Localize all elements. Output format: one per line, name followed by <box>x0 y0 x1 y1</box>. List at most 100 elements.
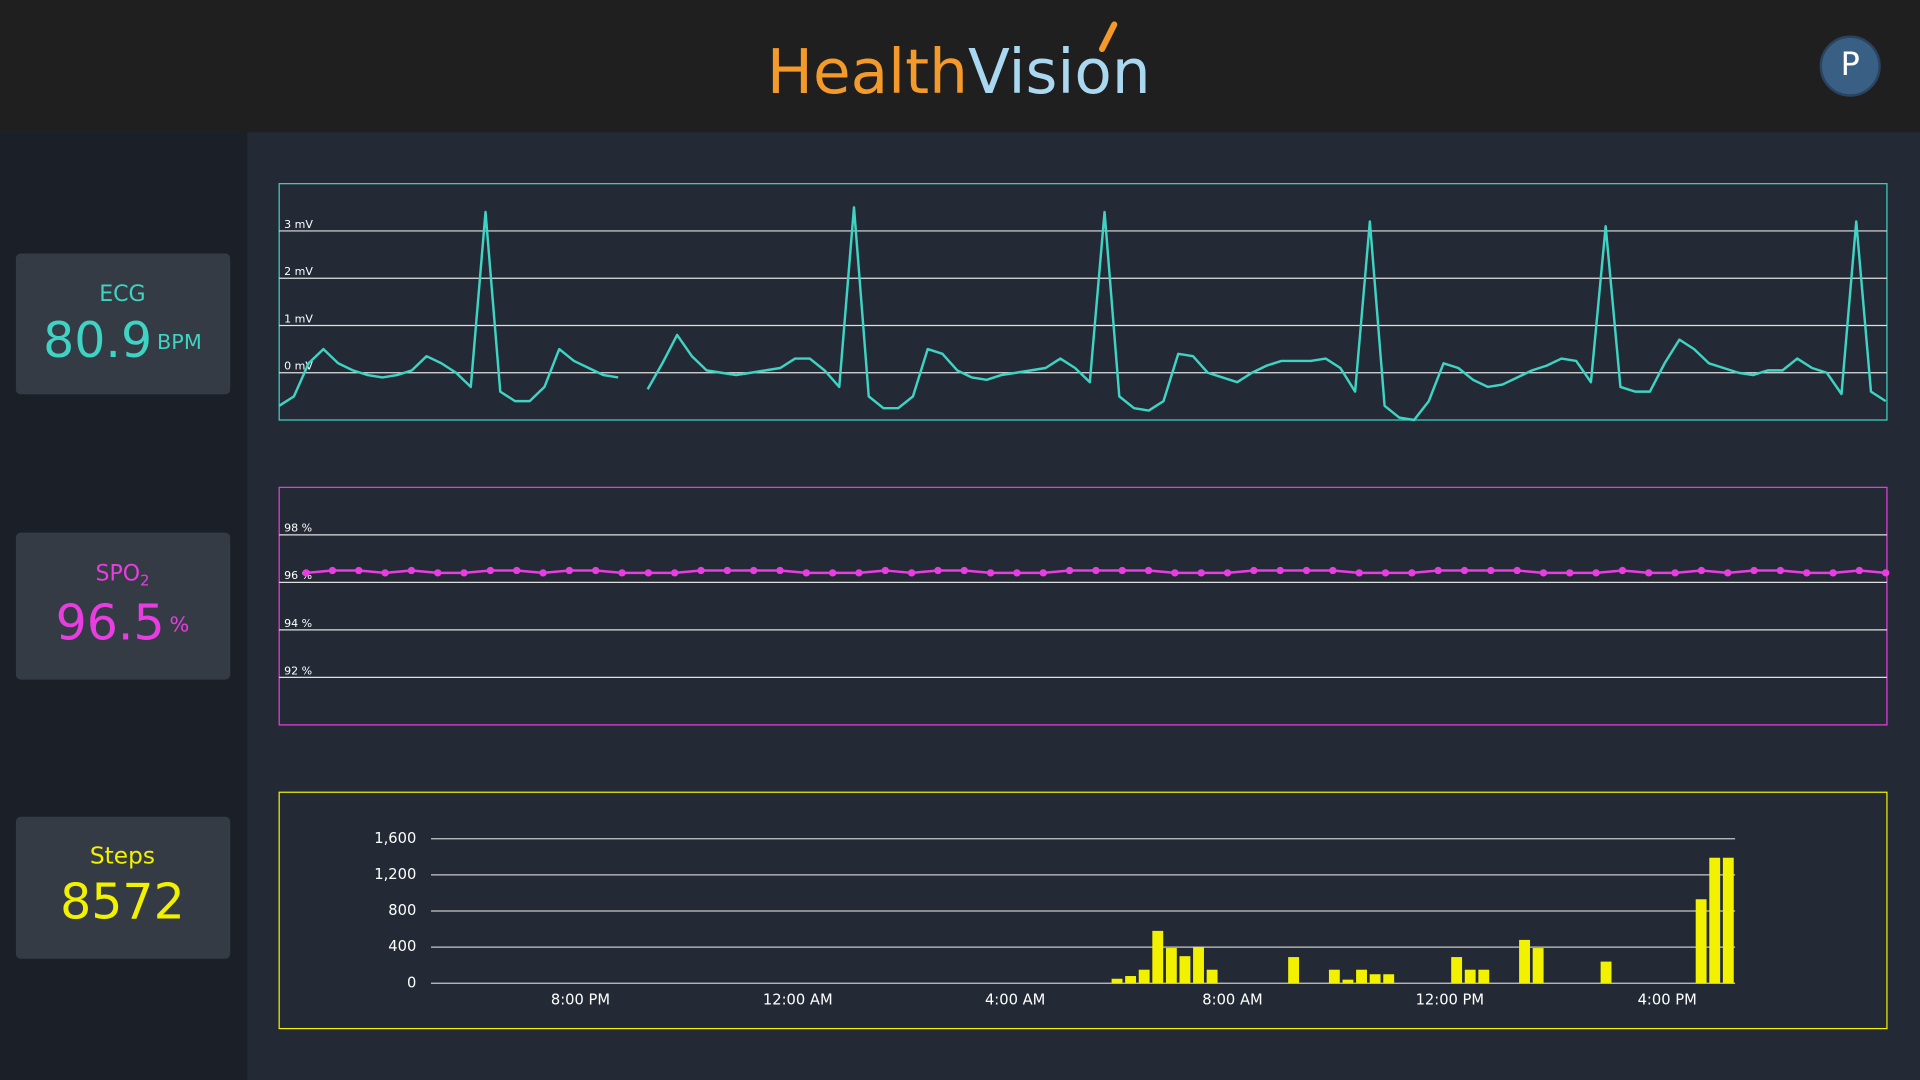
bar <box>1138 969 1150 984</box>
bar <box>1383 974 1395 984</box>
point <box>1724 569 1732 577</box>
point <box>1697 566 1706 575</box>
bar <box>1356 969 1367 984</box>
point <box>1250 566 1258 575</box>
point <box>1829 569 1837 577</box>
card-label: Steps <box>90 843 155 870</box>
header <box>0 0 1920 133</box>
point <box>1803 569 1811 577</box>
card-label: ECG <box>99 282 145 307</box>
point <box>776 566 784 575</box>
point <box>750 566 758 575</box>
bar <box>1342 979 1354 984</box>
card-unit: % <box>170 613 190 637</box>
point <box>513 566 521 575</box>
point <box>618 569 626 577</box>
point <box>565 566 574 575</box>
y-tick-label: 1 mV <box>284 312 313 325</box>
x-tick-label: 8:00 PM <box>551 991 610 1008</box>
ecg-card[interactable] <box>15 253 231 395</box>
x-tick-label: 4:00 PM <box>1638 991 1697 1008</box>
avatar-letter[interactable]: P <box>1841 45 1860 83</box>
point <box>723 566 732 575</box>
bar <box>1600 961 1612 984</box>
y-tick-label: 0 <box>407 974 416 991</box>
point <box>539 569 547 577</box>
chart-frame <box>278 791 1888 1030</box>
card-label: SPO2 <box>95 561 149 589</box>
point <box>1618 566 1627 575</box>
chart-frame <box>278 486 1888 726</box>
point <box>1276 566 1284 575</box>
bar <box>1179 956 1191 984</box>
point <box>1645 569 1653 577</box>
point <box>328 566 337 575</box>
point <box>802 569 810 577</box>
bar <box>1193 947 1204 984</box>
point <box>1434 566 1442 575</box>
point <box>1065 566 1074 575</box>
card-label-sub: 2 <box>140 573 149 590</box>
logo-vision: Vision <box>968 37 1151 108</box>
bar <box>1111 978 1123 984</box>
point <box>1750 566 1758 575</box>
point <box>1144 566 1153 575</box>
point <box>1381 569 1390 577</box>
card-value: 8572 <box>60 873 185 930</box>
point <box>302 569 310 577</box>
point <box>1329 566 1337 575</box>
x-tick-label: 8:00 AM <box>1202 991 1262 1008</box>
bar <box>1451 957 1463 984</box>
x-tick-label: 12:00 PM <box>1416 991 1485 1008</box>
point <box>434 569 442 577</box>
line <box>278 206 1887 422</box>
y-tick-label: 1,600 <box>374 830 416 847</box>
bar <box>1695 899 1707 984</box>
x-tick-label: 4:00 AM <box>985 991 1045 1008</box>
point <box>592 566 600 575</box>
spo2-card[interactable] <box>15 532 231 680</box>
bar <box>1532 948 1544 984</box>
y-tick-label: 98 % <box>284 522 312 535</box>
y-tick-label: 94 % <box>284 617 312 630</box>
logo-health: Health <box>767 37 968 108</box>
y-tick-label: 400 <box>388 938 416 955</box>
point <box>1566 569 1574 577</box>
chart-frame <box>278 183 1888 421</box>
point <box>671 569 679 577</box>
card-unit: BPM <box>157 330 202 354</box>
point <box>1592 569 1600 577</box>
card-value: 80.9 BPM <box>43 311 202 368</box>
card-value: 96.5% <box>56 594 190 651</box>
point <box>1355 569 1363 577</box>
bar <box>1206 969 1218 984</box>
point <box>986 569 995 577</box>
point <box>697 566 705 575</box>
bar <box>1328 969 1340 984</box>
point <box>460 569 468 577</box>
bar <box>1288 957 1300 984</box>
card-value-number: 96.5 <box>56 594 165 651</box>
point <box>644 569 653 577</box>
y-tick-label: 1,200 <box>374 866 416 883</box>
point <box>1408 569 1416 577</box>
bar <box>1722 857 1734 984</box>
point <box>881 566 889 575</box>
steps-card[interactable] <box>15 816 231 959</box>
point <box>1460 566 1469 575</box>
bar <box>1125 976 1137 984</box>
point <box>1092 566 1100 575</box>
card-label-main: SPO <box>95 561 140 586</box>
y-tick-label: 800 <box>388 902 416 919</box>
point <box>1539 569 1548 577</box>
avatar[interactable] <box>1819 35 1881 97</box>
y-tick-label: 2 mV <box>284 265 313 278</box>
bar <box>1152 930 1164 984</box>
bar <box>1165 948 1177 984</box>
logo: HealthVision <box>767 37 1151 108</box>
point <box>828 569 837 577</box>
point <box>1223 569 1232 577</box>
point <box>1171 569 1179 577</box>
